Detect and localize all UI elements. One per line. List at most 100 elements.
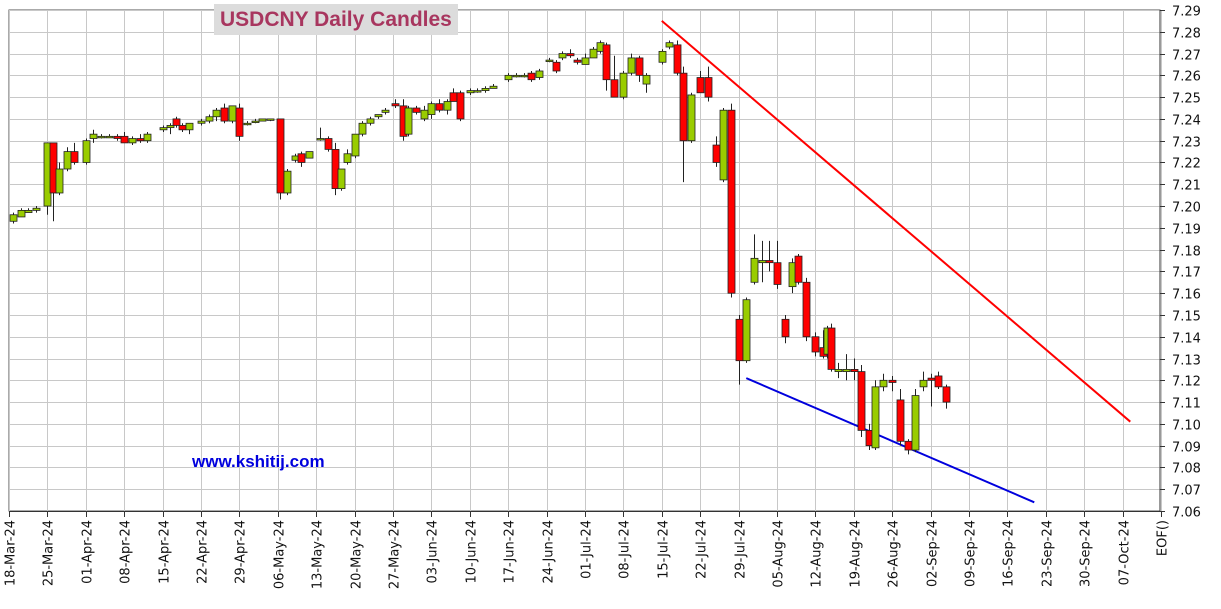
candle: [391, 99, 400, 109]
candle-body: [481, 88, 490, 91]
x-tick-label: 01-Jul-24: [580, 520, 595, 579]
trendlines: [661, 20, 1131, 504]
candle: [358, 121, 367, 137]
candle-body: [143, 133, 152, 142]
y-tick-label: 7.26: [1172, 70, 1201, 85]
candle: [276, 118, 285, 200]
candle: [297, 151, 306, 167]
candle-body: [934, 375, 943, 388]
x-tick-label: 16-Sep-24: [1002, 520, 1017, 587]
candle-body: [297, 153, 306, 163]
candle: [235, 103, 244, 141]
candle: [552, 60, 561, 74]
candle: [719, 108, 728, 183]
candle-body: [512, 74, 521, 78]
candle: [228, 105, 237, 124]
candle-body: [358, 122, 367, 135]
candle-body: [610, 79, 619, 98]
y-tick-label: 7.29: [1172, 5, 1201, 20]
candle: [658, 49, 667, 65]
candle: [120, 131, 129, 144]
candle-body: [750, 257, 759, 283]
candle: [742, 297, 751, 363]
candle-body: [581, 57, 590, 65]
candle: [696, 70, 705, 94]
candle-body: [573, 59, 582, 63]
candle-body: [266, 118, 275, 121]
candle: [879, 373, 888, 392]
candle-body: [535, 70, 544, 78]
candle-body: [97, 135, 106, 139]
plot-area: [8, 9, 1161, 512]
candle-body: [642, 74, 651, 85]
candle-body: [545, 59, 554, 62]
candle-body: [159, 127, 168, 131]
candle: [871, 380, 880, 451]
candle: [673, 40, 682, 76]
candle-body: [343, 153, 352, 163]
x-tick-label: 08-Jul-24: [618, 520, 633, 579]
candle-body: [197, 120, 206, 124]
candle: [589, 47, 598, 59]
candle: [627, 53, 636, 76]
candle-body: [136, 138, 145, 142]
candle-body: [727, 109, 736, 294]
candle-body: [871, 386, 880, 449]
y-tick-label: 7.15: [1172, 310, 1201, 325]
x-tick-label: 07-Oct-24: [1118, 520, 1133, 585]
candle-body: [70, 151, 79, 163]
candle: [794, 253, 803, 285]
candle-body: [735, 318, 744, 362]
candle: [17, 208, 26, 218]
candle: [610, 55, 619, 98]
candle: [70, 142, 79, 165]
y-tick-label: 7.11: [1172, 397, 1201, 412]
candle: [443, 99, 452, 115]
candle-body: [166, 125, 175, 129]
y-tick-label: 7.21: [1172, 179, 1201, 194]
candle: [89, 129, 98, 143]
candle-body: [552, 61, 561, 72]
candle-body: [316, 138, 325, 141]
candle-body: [420, 109, 429, 120]
x-tick-label: 05-Aug-24: [772, 520, 787, 588]
candle: [750, 234, 759, 285]
candle-body: [879, 379, 888, 388]
candle-body: [49, 142, 58, 194]
y-tick-label: 7.07: [1172, 484, 1201, 499]
candle: [243, 121, 252, 126]
candle-body: [258, 118, 267, 122]
x-tick-label: 15-Apr-24: [158, 520, 173, 584]
candle-body: [337, 168, 346, 190]
candle-body: [888, 379, 897, 383]
candle-body: [504, 74, 513, 81]
candle: [535, 68, 544, 80]
y-tick-label: 7.08: [1172, 462, 1201, 477]
candle-body: [283, 170, 292, 194]
candle: [32, 206, 41, 213]
y-tick-label: 7.09: [1172, 441, 1201, 456]
candle: [558, 51, 567, 61]
candle-body: [324, 138, 333, 150]
candle-body: [17, 209, 26, 218]
candle: [911, 389, 920, 453]
x-tick-label: 10-Jun-24: [465, 520, 480, 584]
watermark-link[interactable]: www.kshitij.com: [192, 452, 325, 471]
candle: [896, 389, 905, 446]
x-tick-label: 18-Mar-24: [4, 520, 19, 586]
candle: [481, 86, 490, 93]
candle-body: [228, 105, 237, 122]
candle: [934, 371, 943, 390]
candle-body: [834, 369, 843, 372]
candle: [166, 123, 175, 135]
y-tick-label: 7.16: [1172, 288, 1201, 303]
candle-body: [619, 72, 628, 98]
x-tick-label: 09-Sep-24: [964, 520, 979, 587]
candle-body: [742, 299, 751, 362]
y-tick-label: 7.22: [1172, 157, 1201, 172]
candle-body: [128, 138, 137, 144]
x-tick-label: 17-Jun-24: [503, 520, 518, 584]
x-tick-label: 26-Aug-24: [887, 520, 902, 588]
candle-body: [9, 214, 18, 222]
candle-body: [205, 116, 214, 122]
